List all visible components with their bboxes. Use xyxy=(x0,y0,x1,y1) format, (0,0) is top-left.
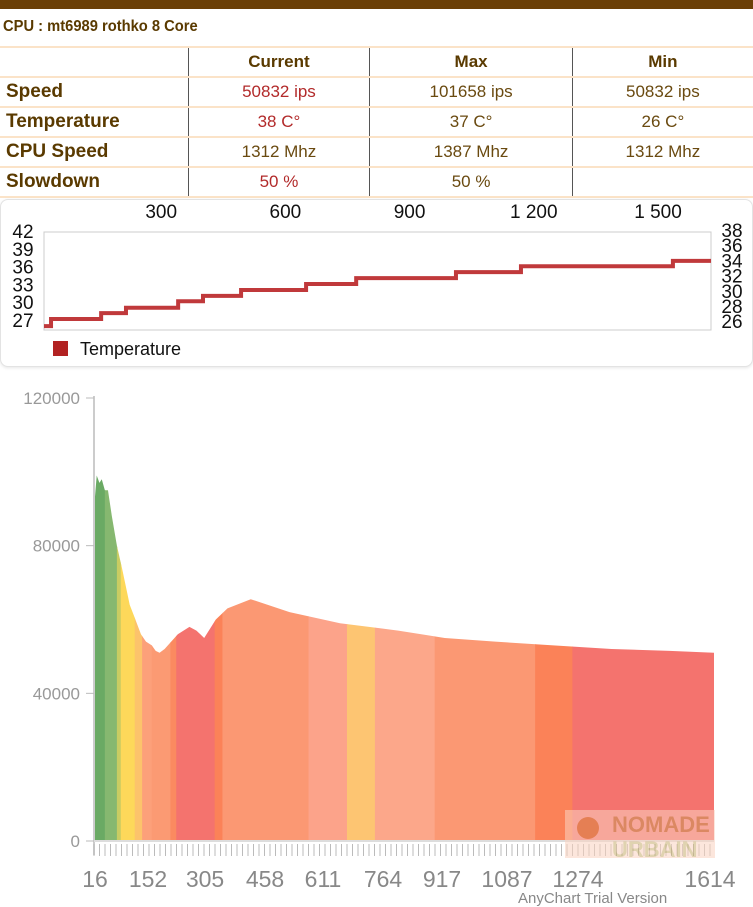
header-blank xyxy=(0,46,188,77)
x-tick-label: 16 xyxy=(82,866,108,892)
cell-max: 50 % xyxy=(369,166,573,198)
cell-current: 1312 Mhz xyxy=(187,136,370,167)
header-current: Current xyxy=(187,46,370,77)
table-row: CPU Speed 1312 Mhz 1387 Mhz 1312 Mhz xyxy=(0,136,753,167)
y-left-tick-label: 27 xyxy=(12,311,33,332)
y-right-tick-label: 28 xyxy=(721,297,742,318)
x-tick-label: 1 500 xyxy=(634,202,682,223)
watermark-text: NOMADE xyxy=(612,812,710,837)
speed-band xyxy=(374,475,436,841)
temperature-line xyxy=(44,258,711,329)
chart-footer: AnyChart Trial Version xyxy=(518,890,668,907)
cell-min xyxy=(571,166,753,198)
watermark-text: URBAIN xyxy=(612,837,698,862)
plot-frame xyxy=(43,231,712,331)
table-header-row: Current Max Min xyxy=(0,46,753,77)
temperature-chart-card: 300 600 900 1 200 1 500 42 39 36 33 30 27 38 36 34 32 3… xyxy=(0,199,753,367)
cpu-title: CPU : mt6989 rothko 8 Core xyxy=(3,18,198,35)
y-right-tick-label: 38 xyxy=(721,221,742,242)
speed-band xyxy=(151,475,171,841)
x-tick-label: 305 xyxy=(186,866,224,892)
area-bands xyxy=(94,475,714,841)
speed-band xyxy=(346,475,376,841)
hat-icon xyxy=(577,817,599,839)
y-right-tick-label: 30 xyxy=(721,282,742,303)
x-tick-label: 152 xyxy=(129,866,167,892)
temperature-chart: 300 600 900 1 200 1 500423936333027383634323… xyxy=(12,202,743,359)
y-left-tick-label: 42 xyxy=(12,222,33,243)
y-tick-label: 120000 xyxy=(23,389,80,408)
y-right-tick-label: 26 xyxy=(721,312,742,333)
speed-band xyxy=(120,475,136,841)
cell-max: 101658 ips xyxy=(369,76,573,107)
speed-band xyxy=(214,475,223,841)
row-label: Temperature xyxy=(0,106,188,137)
y-tick-label: 80000 xyxy=(33,537,80,556)
row-label: Slowdown xyxy=(0,166,188,198)
x-tick-label: 611 xyxy=(305,866,342,892)
y-tick-label: 0 xyxy=(71,832,80,851)
speed-band xyxy=(170,475,177,841)
table-row: Speed 50832 ips 101658 ips 50832 ips xyxy=(0,76,753,107)
y-left-tick-label: 39 xyxy=(12,240,33,261)
speed-band xyxy=(116,475,122,841)
table-row: Slowdown 50 % 50 % xyxy=(0,166,753,198)
cell-max: 1387 Mhz xyxy=(369,136,573,167)
x-tick-label: 900 xyxy=(394,202,426,223)
y-tick-label: 40000 xyxy=(33,684,80,703)
legend-label: Temperature xyxy=(80,339,181,359)
x-tick-label: 1 200 xyxy=(510,202,558,223)
y-left-tick-label: 30 xyxy=(12,293,33,314)
row-label: CPU Speed xyxy=(0,136,188,167)
x-tick-label: 1614 xyxy=(684,866,735,892)
x-tick-label: 458 xyxy=(246,866,284,892)
speed-chart: 120000 80000 40000 016 152 305 458 611 764 917 108… xyxy=(23,389,736,892)
y-left-tick-label: 33 xyxy=(12,275,33,296)
header-min: Min xyxy=(571,46,753,77)
cell-min: 1312 Mhz xyxy=(571,136,753,167)
cell-min: 26 C° xyxy=(571,106,753,137)
speed-band xyxy=(434,475,536,841)
cell-current: 38 C° xyxy=(187,106,370,137)
speed-band xyxy=(535,475,573,841)
cell-current: 50832 ips xyxy=(187,76,370,107)
stats-table: Current Max Min Speed 50832 ips 101658 ips… xyxy=(0,46,753,198)
x-tick-label: 600 xyxy=(270,202,302,223)
legend-swatch xyxy=(53,341,68,356)
x-tick-label: 917 xyxy=(423,866,461,892)
cell-max: 37 C° xyxy=(369,106,573,137)
cell-current: 50 % xyxy=(187,166,370,198)
x-tick-label: 300 xyxy=(145,202,177,223)
x-tick-label: 1087 xyxy=(481,866,532,892)
header-max: Max xyxy=(369,46,573,77)
y-right-tick-label: 34 xyxy=(721,251,743,272)
y-right-tick-label: 32 xyxy=(721,267,742,288)
speed-band xyxy=(222,475,310,841)
cell-min: 50832 ips xyxy=(571,76,753,107)
speed-band xyxy=(176,475,216,841)
speed-band xyxy=(134,475,143,841)
speed-band xyxy=(104,475,118,841)
speed-band xyxy=(308,475,348,841)
y-right-tick-label: 36 xyxy=(721,236,742,257)
top-bar xyxy=(0,0,753,9)
speed-band xyxy=(94,475,106,841)
table-row: Temperature 38 C° 37 C° 26 C° xyxy=(0,106,753,137)
speed-band xyxy=(142,475,153,841)
x-tick-label: 1274 xyxy=(552,866,603,892)
y-left-tick-label: 36 xyxy=(12,258,33,279)
speed-band xyxy=(572,475,714,841)
x-tick-label: 764 xyxy=(364,866,403,892)
row-label: Speed xyxy=(0,76,188,107)
